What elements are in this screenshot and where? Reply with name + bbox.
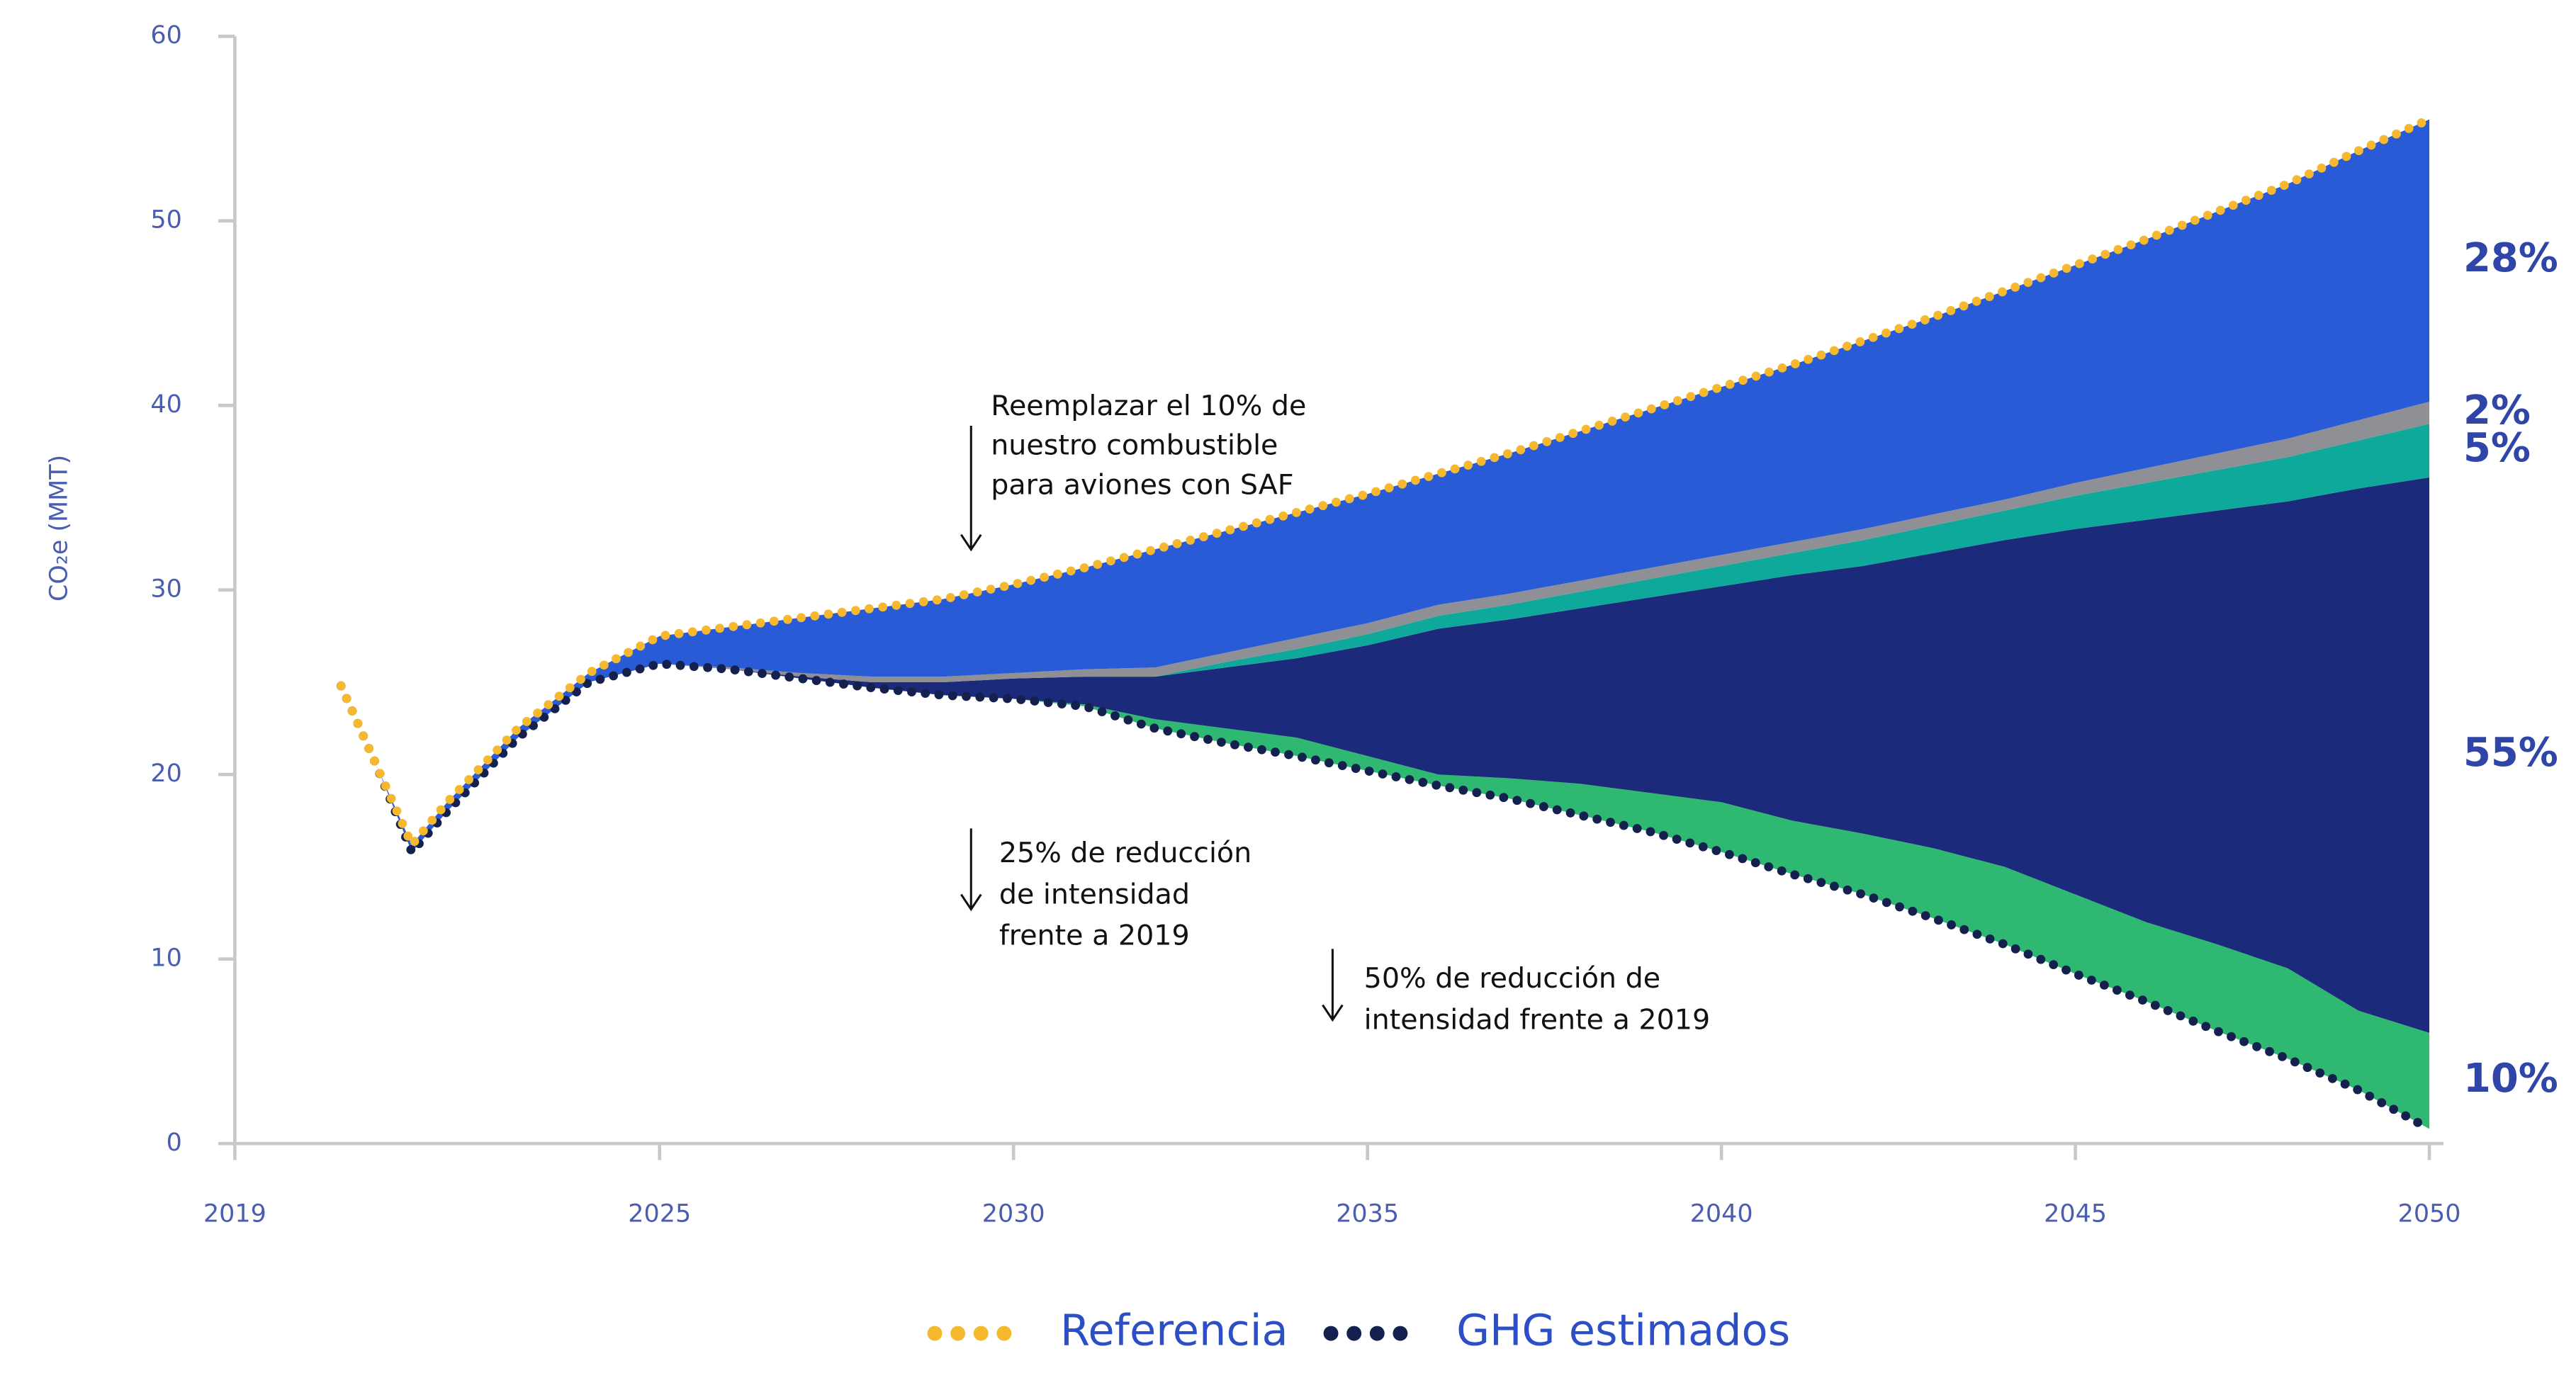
legend-label: GHG estimados xyxy=(1456,1306,1790,1356)
x-tick-label: 2045 xyxy=(2044,1199,2107,1228)
annotation-line: Reemplazar el 10% de xyxy=(991,390,1306,422)
annotation-line: nuestro combustible xyxy=(991,429,1278,462)
arrow-head xyxy=(960,893,982,912)
y-tick-label: 0 xyxy=(167,1129,182,1157)
y-tick-label: 10 xyxy=(150,944,181,973)
arrow-head xyxy=(1322,1004,1344,1022)
area xyxy=(341,477,2430,1033)
annotation: Reemplazar el 10% de nuestro combustible… xyxy=(960,390,1306,552)
series-line xyxy=(336,115,2434,854)
x-tick-label: 2040 xyxy=(1690,1199,1753,1228)
x-tick-label: 2025 xyxy=(628,1199,691,1228)
share-label: 5% xyxy=(2463,425,2531,471)
y-axis-label: CO₂e (MMT) xyxy=(45,455,73,601)
annotation: 25% de reducción de intensidad frente a … xyxy=(960,828,1252,952)
y-tick-label: 60 xyxy=(150,21,181,50)
y-tick-label: 30 xyxy=(150,575,181,604)
arrow-head xyxy=(960,533,982,552)
area xyxy=(341,424,2430,852)
x-tick-label: 2035 xyxy=(1336,1199,1399,1228)
x-tick-label: 2030 xyxy=(982,1199,1045,1228)
share-label: 10% xyxy=(2463,1056,2558,1102)
area xyxy=(341,402,2430,852)
legend-label: Referencia xyxy=(1060,1306,1288,1356)
y-tick-label: 40 xyxy=(150,390,181,419)
annotation: 50% de reducción de intensidad frente a … xyxy=(1322,949,1710,1036)
annotation-line: intensidad frente a 2019 xyxy=(1364,1003,1711,1036)
annotation-line: 50% de reducción de xyxy=(1364,962,1660,995)
x-tick-label: 2050 xyxy=(2398,1199,2461,1228)
annotation-line: 25% de reducción xyxy=(999,837,1252,869)
annotation-line: frente a 2019 xyxy=(999,920,1190,952)
share-label: 55% xyxy=(2463,730,2558,776)
y-tick-label: 20 xyxy=(150,759,181,788)
annotation-line: para aviones con SAF xyxy=(991,469,1293,502)
area xyxy=(341,663,2430,1129)
share-label: 2% xyxy=(2463,388,2531,434)
x-tick-label: 2019 xyxy=(203,1199,266,1228)
share-label: 28% xyxy=(2463,235,2558,281)
series-line xyxy=(336,659,2434,1134)
annotation-line: de intensidad xyxy=(999,878,1190,910)
y-tick-label: 50 xyxy=(150,206,181,235)
areas xyxy=(341,119,2430,1129)
area xyxy=(341,119,2430,852)
